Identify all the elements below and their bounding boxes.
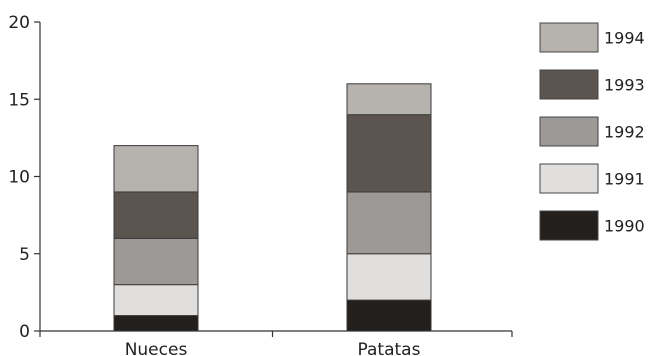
bar-segment-patatas-1993: [346, 114, 432, 193]
legend-label-1994: 1994: [604, 29, 645, 48]
legend-swatch-1994: [539, 22, 599, 53]
legend-label-1991: 1991: [604, 170, 645, 189]
x-category-label: Patatas: [358, 340, 421, 356]
chart-bars: [113, 83, 432, 332]
bar-segment-patatas-1990: [346, 299, 432, 332]
y-tick-label: 15: [8, 90, 30, 110]
legend-label-1990: 1990: [604, 217, 645, 236]
bar-segment-patatas-1994: [346, 83, 432, 116]
x-category-label: Nueces: [125, 340, 188, 356]
bar-segment-patatas-1992: [346, 191, 432, 255]
bar-segment-nueces-1993: [113, 191, 199, 239]
y-tick-label: 20: [8, 13, 30, 33]
y-tick-label: 10: [8, 168, 30, 188]
legend-swatch-1992: [539, 116, 599, 147]
y-tick-label: 5: [19, 245, 30, 265]
legend-label-1992: 1992: [604, 123, 645, 142]
y-tick-label: 0: [19, 322, 30, 342]
legend-swatch-1993: [539, 69, 599, 100]
bar-segment-nueces-1990: [113, 315, 199, 332]
legend-label-1993: 1993: [604, 76, 645, 95]
legend-swatch-1991: [539, 163, 599, 194]
bar-segment-nueces-1994: [113, 145, 199, 193]
chart-legend: 1994 1993 1992 1991 1990: [539, 22, 645, 241]
x-axis-labels: Nueces Patatas: [125, 340, 421, 356]
legend-swatch-1990: [539, 210, 599, 241]
chart-axes: 0 5 10 15 20: [8, 13, 513, 342]
bar-segment-nueces-1992: [113, 237, 199, 286]
bar-segment-patatas-1991: [346, 253, 432, 301]
bar-segment-nueces-1991: [113, 284, 199, 317]
